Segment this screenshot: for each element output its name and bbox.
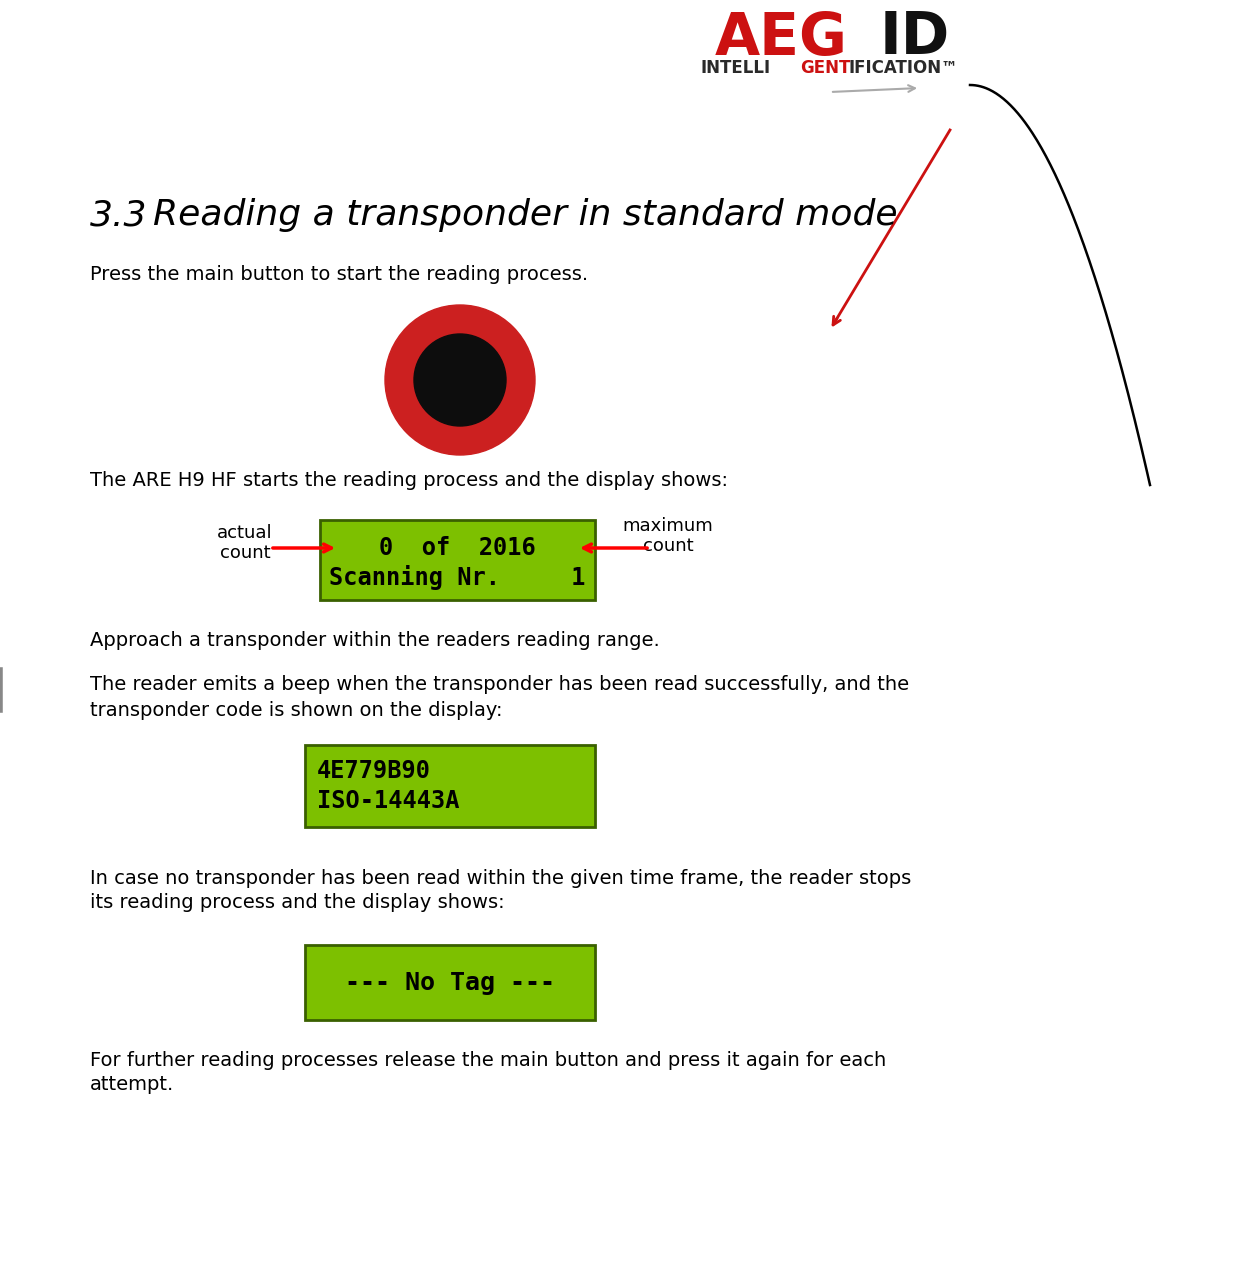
Text: 4E779B90: 4E779B90 [317,758,432,783]
FancyBboxPatch shape [305,945,595,1019]
Text: --- No Tag ---: --- No Tag --- [345,971,556,995]
Text: GENT: GENT [800,59,851,77]
Text: ID: ID [880,9,950,67]
FancyBboxPatch shape [320,521,595,600]
Text: attempt.: attempt. [91,1076,175,1095]
Text: Press the main button to start the reading process.: Press the main button to start the readi… [91,266,588,284]
FancyBboxPatch shape [305,744,595,828]
Text: Scanning Nr.     1: Scanning Nr. 1 [330,565,585,591]
Circle shape [384,304,534,455]
Text: 3.3: 3.3 [91,198,148,231]
Text: 0  of  2016: 0 of 2016 [379,536,536,560]
Text: AEG: AEG [715,9,848,67]
Circle shape [414,334,506,426]
Text: In case no transponder has been read within the given time frame, the reader sto: In case no transponder has been read wit… [91,868,911,888]
Text: maximum
count: maximum count [622,517,713,555]
Text: IFICATION™: IFICATION™ [848,59,957,77]
Text: For further reading processes release the main button and press it again for eac: For further reading processes release th… [91,1050,887,1069]
Text: The ARE H9 HF starts the reading process and the display shows:: The ARE H9 HF starts the reading process… [91,471,728,490]
Text: INTELLI: INTELLI [701,59,770,77]
Text: Reading a transponder in standard mode: Reading a transponder in standard mode [130,198,898,231]
Text: transponder code is shown on the display:: transponder code is shown on the display… [91,701,502,720]
Text: Approach a transponder within the readers reading range.: Approach a transponder within the reader… [91,631,660,650]
Text: its reading process and the display shows:: its reading process and the display show… [91,894,505,912]
Text: ISO-14443A: ISO-14443A [317,789,460,813]
Text: The reader emits a beep when the transponder has been read successfully, and the: The reader emits a beep when the transpo… [91,675,909,694]
Text: actual
count: actual count [217,523,273,563]
